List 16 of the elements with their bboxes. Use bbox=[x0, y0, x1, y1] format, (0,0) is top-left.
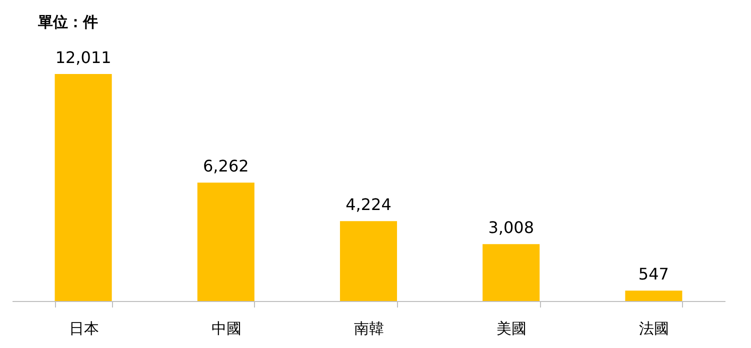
bar bbox=[340, 221, 398, 301]
x-tick-label: 法國 bbox=[639, 320, 670, 338]
data-label: 12,011 bbox=[55, 48, 112, 67]
bar bbox=[197, 182, 254, 301]
bar bbox=[625, 290, 682, 301]
x-tick-label: 南韓 bbox=[354, 320, 384, 338]
bar bbox=[482, 244, 540, 301]
data-label: 6,262 bbox=[202, 156, 249, 176]
x-tick-label: 日本 bbox=[68, 320, 99, 338]
x-tick-label: 美國 bbox=[496, 320, 527, 338]
bar bbox=[54, 74, 112, 301]
x-tick-label: 中國 bbox=[211, 320, 242, 338]
data-label: 547 bbox=[638, 264, 669, 284]
chart-title: 單位：件 bbox=[37, 13, 98, 31]
data-label: 4,224 bbox=[346, 195, 392, 214]
data-label: 3,008 bbox=[488, 218, 534, 238]
